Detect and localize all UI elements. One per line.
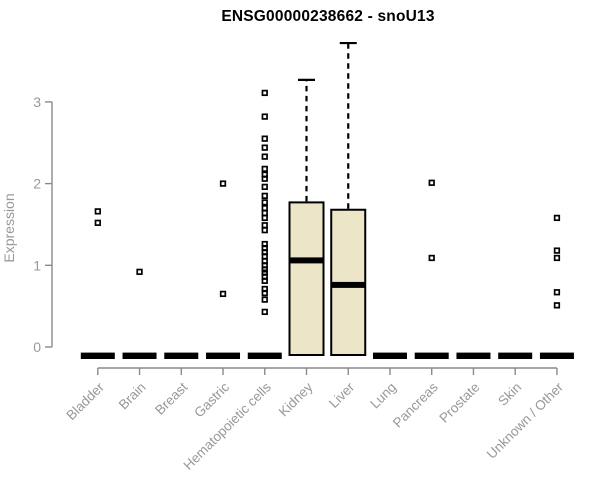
outlier-point — [261, 214, 268, 222]
outlier-point — [136, 268, 143, 275]
median-Kidney — [289, 257, 324, 264]
zero-bar-Brain — [122, 352, 157, 359]
outlier-point — [261, 89, 268, 97]
category-tick-label: Gastric — [191, 379, 232, 420]
outlier-point — [553, 289, 561, 296]
outlier-point — [261, 144, 268, 151]
outlier-point — [94, 208, 101, 215]
box-Kidney — [288, 201, 325, 356]
outlier-point — [94, 219, 101, 226]
category-tick-label: Brain — [116, 380, 149, 413]
outlier-point — [261, 113, 268, 120]
y-axis-title: Expression — [1, 193, 17, 262]
zero-bar-Hematopoietic cells — [247, 352, 282, 359]
outlier-point — [261, 209, 268, 217]
chart-title: ENSG00000238662 - snoU13 — [221, 8, 435, 25]
y-tick-label: 0 — [33, 339, 41, 355]
category-tick-label: Lung — [367, 380, 399, 412]
zero-bar-Unknown / Other — [539, 352, 574, 359]
outlier-point — [261, 253, 268, 260]
outlier-point — [428, 179, 435, 186]
outlier-point — [219, 290, 227, 298]
category-tick-label: Bladder — [63, 379, 107, 423]
outlier-point — [261, 289, 268, 297]
outlier-point — [261, 135, 268, 142]
outlier-point — [553, 254, 561, 262]
outlier-point — [219, 180, 227, 187]
outlier-point — [261, 183, 268, 191]
category-tick-label: Liver — [326, 379, 358, 411]
outlier-point — [261, 175, 268, 182]
outlier-point — [261, 165, 268, 173]
median-Liver — [331, 281, 366, 288]
zero-bar-Prostate — [456, 352, 491, 359]
outlier-point — [553, 247, 561, 254]
zero-bar-Gastric — [206, 352, 241, 359]
category-tick-label: Breast — [152, 379, 190, 417]
category-tick-label: Unknown / Other — [484, 379, 567, 462]
outlier-point — [428, 254, 435, 262]
outlier-point — [261, 296, 268, 303]
y-tick-label: 2 — [33, 176, 41, 192]
category-tick-label: Pancreas — [390, 379, 441, 430]
zero-bar-Pancreas — [414, 352, 449, 359]
outlier-point — [261, 222, 268, 229]
outlier-point — [261, 192, 268, 200]
y-tick-label: 1 — [33, 257, 41, 273]
category-tick-label: Kidney — [276, 379, 316, 419]
zero-bar-Bladder — [80, 352, 115, 359]
outlier-point — [261, 277, 268, 284]
outlier-point — [261, 204, 268, 212]
category-tick-label: Skin — [495, 380, 524, 409]
outlier-point — [261, 199, 268, 206]
zero-bar-Breast — [164, 352, 199, 359]
outlier-point — [261, 153, 268, 160]
outlier-point — [261, 308, 268, 316]
zero-bar-Skin — [498, 352, 533, 359]
outlier-point — [261, 266, 268, 273]
outlier-point — [553, 214, 561, 222]
category-tick-label: Prostate — [436, 380, 482, 426]
y-tick-label: 3 — [33, 94, 41, 110]
outlier-point — [261, 227, 268, 234]
zero-bar-Lung — [372, 352, 407, 359]
outlier-point — [553, 302, 561, 309]
